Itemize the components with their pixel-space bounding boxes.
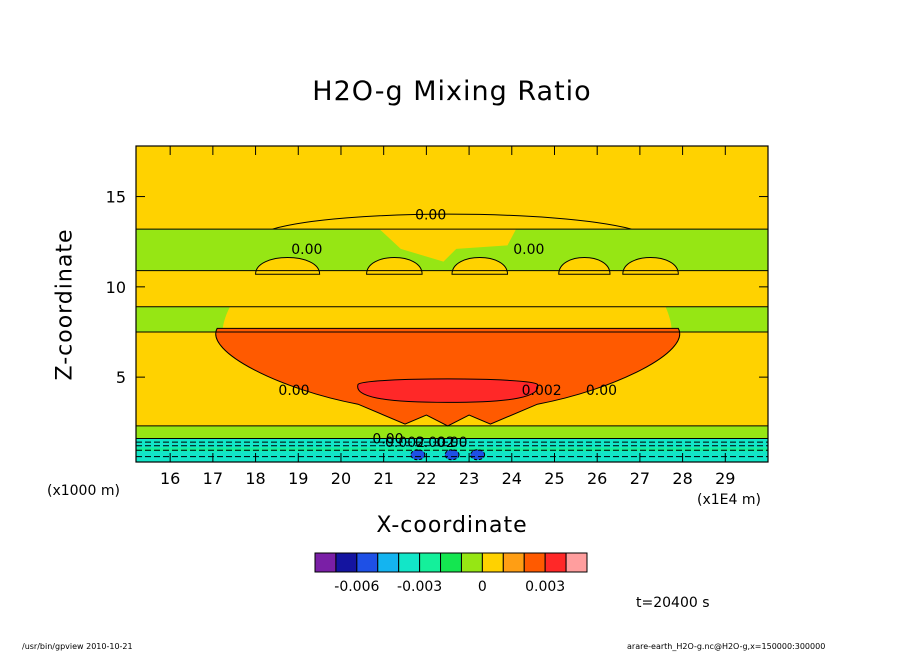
- y-tick-label: 5: [116, 368, 126, 387]
- contour-label: 0.00: [436, 435, 467, 451]
- x-tick-label: 17: [203, 469, 223, 488]
- surface-cell-0: [410, 449, 426, 461]
- y-axis: 5 10 15: [106, 188, 768, 387]
- footer-left: /usr/bin/gpview 2010-10-21: [22, 642, 133, 651]
- colorbar-swatch: [419, 552, 442, 573]
- x-axis: 16 17 18 19 20 21 22 23 24 25 26 27 28 29: [160, 146, 735, 488]
- surface-cell-2: [470, 449, 486, 461]
- contour-label: 0.00: [415, 208, 446, 224]
- colorbar-swatch: [335, 552, 358, 573]
- field-plume-outer: [215, 327, 681, 427]
- colorbar-swatch: [398, 552, 421, 573]
- y-axis-title: Z-coordinate: [52, 228, 78, 381]
- contour-label: 0.00: [513, 242, 544, 258]
- x-axis-unit: (x1E4 m): [697, 492, 761, 508]
- x-tick-label: 28: [672, 469, 692, 488]
- colorbar-swatch: [377, 552, 400, 573]
- colorbar-tick-label: 0: [478, 579, 487, 595]
- contour-label: 0.00: [586, 383, 617, 399]
- x-tick-label: 24: [502, 469, 522, 488]
- x-tick-label: 22: [416, 469, 436, 488]
- contour-label: 0.002: [385, 435, 425, 451]
- colorbar-swatch: [565, 552, 588, 573]
- contour-dome: [272, 213, 632, 230]
- time-stamp: t=20400 s: [636, 595, 710, 611]
- x-tick-label: 23: [459, 469, 479, 488]
- colorbar-swatch: [544, 552, 567, 573]
- contour-label: 0.00: [372, 432, 403, 448]
- y-tick-label: 10: [106, 278, 126, 297]
- x-tick-label: 18: [245, 469, 265, 488]
- x-tick-label: 27: [630, 469, 650, 488]
- colorbar-tick-label: -0.003: [397, 579, 442, 595]
- pocket-3: [558, 257, 611, 275]
- field-notch: [379, 229, 517, 262]
- x-tick-label: 26: [587, 469, 607, 488]
- x-tick-label: 25: [544, 469, 564, 488]
- colorbar-swatch: [502, 552, 525, 573]
- pocket-2: [451, 257, 509, 275]
- contour-label: 0.002: [522, 383, 562, 399]
- colorbar-swatch: [440, 552, 462, 573]
- y-tick-label: 15: [106, 188, 126, 207]
- chart-title: H2O-g Mixing Ratio: [312, 76, 592, 107]
- field-plume-core: [357, 378, 539, 403]
- x-tick-label: 20: [331, 469, 351, 488]
- contour-label: 0.00: [291, 242, 322, 258]
- x-tick-label: 21: [373, 469, 393, 488]
- colorbar-swatch: [314, 552, 337, 573]
- pocket-1: [366, 257, 423, 275]
- x-tick-label: 29: [715, 469, 735, 488]
- field-surface-2: [136, 447, 768, 452]
- contour-label: 0.00: [278, 383, 309, 399]
- y-axis-unit: (x1000 m): [47, 483, 120, 499]
- contour-labels: 0.000.00 0.000.00 0.002 0.000.000.002 0.000.…: [278, 208, 617, 452]
- colorbar: -0.006 -0.003 0 0.003: [314, 552, 588, 595]
- contour-lines: [136, 213, 768, 461]
- contour-label: 0.002: [415, 435, 455, 451]
- colorbar-swatch: [356, 552, 379, 573]
- colorbar-swatch: [523, 552, 546, 573]
- x-tick-label: 16: [160, 469, 180, 488]
- colorbar-tick-label: 0.003: [525, 579, 565, 595]
- colorbar-swatch: [460, 552, 483, 573]
- x-axis-title: X-coordinate: [376, 513, 528, 538]
- field-lower-band: [136, 425, 768, 439]
- pocket-4: [622, 257, 679, 275]
- colorbar-swatch: [481, 552, 504, 573]
- x-tick-label: 19: [288, 469, 308, 488]
- colorbar-tick-label: -0.006: [334, 579, 379, 595]
- footer-right: arare-earth_H2O-g.nc@H2O-g,x=150000:3000…: [627, 642, 826, 651]
- plot-frame: [135, 145, 769, 463]
- pocket-0: [255, 257, 321, 275]
- surface-cell-1: [444, 449, 460, 461]
